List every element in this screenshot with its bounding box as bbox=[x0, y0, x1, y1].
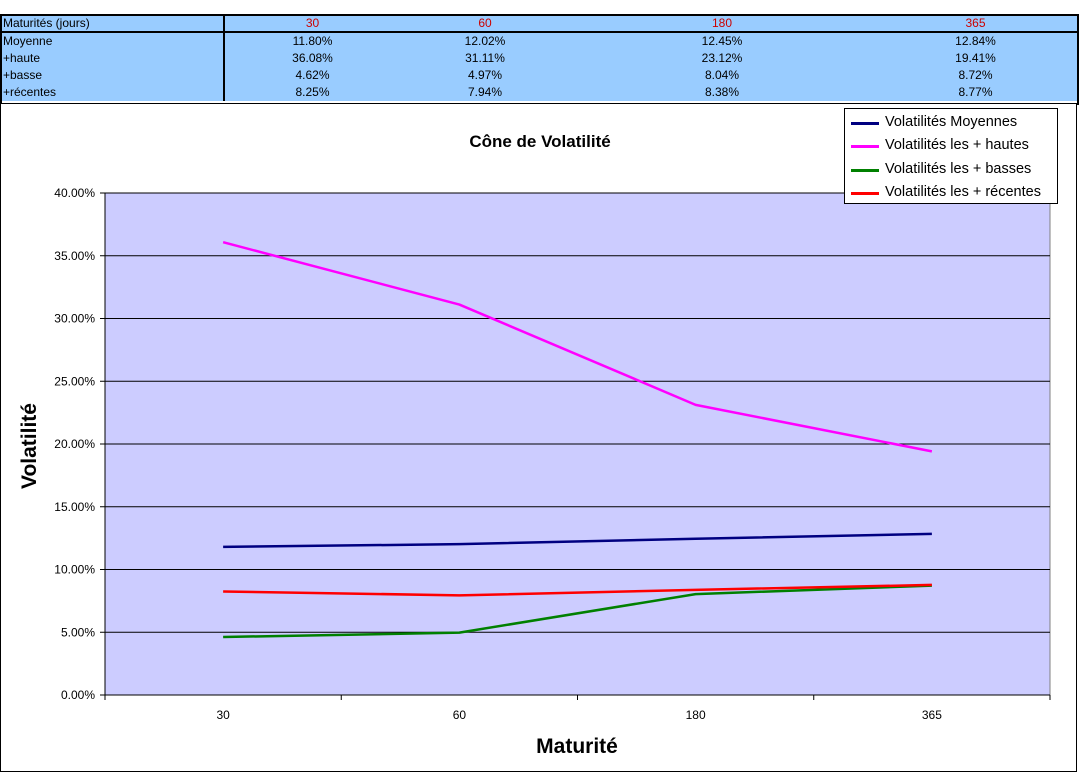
table-row-recentes: +récentes 8.25% 7.94% 8.38% 8.77% bbox=[0, 84, 1077, 101]
legend-label: Volatilités les + hautes bbox=[885, 137, 1029, 153]
table-cell[interactable]: 36.08% bbox=[224, 50, 400, 67]
y-tick-label: 25.00% bbox=[54, 374, 95, 388]
row-label[interactable]: +récentes bbox=[0, 84, 225, 101]
y-axis-title: Volatilité bbox=[18, 403, 41, 489]
legend-swatch bbox=[851, 169, 879, 172]
series-line-2[interactable] bbox=[223, 584, 932, 639]
axes: 0.00% 5.00% 10.00% 15.00% 20.00% 25.00% 30.00%… bbox=[54, 186, 1051, 722]
table-header-label[interactable]: Maturités (jours) bbox=[0, 15, 225, 33]
y-tick-label: 35.00% bbox=[54, 249, 95, 263]
table-row-moyenne: Moyenne 11.80% 12.02% 12.45% 12.84% bbox=[0, 32, 1077, 50]
table-cell[interactable]: 12.84% bbox=[874, 32, 1077, 50]
row-label[interactable]: Moyenne bbox=[0, 32, 225, 50]
x-axis-title: Maturité bbox=[536, 735, 618, 758]
y-tick-label: 15.00% bbox=[54, 500, 95, 514]
table-cell[interactable]: 8.04% bbox=[570, 67, 874, 84]
legend-item-hautes: Volatilités les + hautes bbox=[845, 135, 1057, 157]
series-lines bbox=[222, 240, 933, 639]
row-label[interactable]: +haute bbox=[0, 50, 225, 67]
row-label[interactable]: +basse bbox=[0, 67, 225, 84]
x-tick-label: 365 bbox=[922, 708, 942, 722]
volatility-table: Maturités (jours) 30 60 180 365 Moyenne … bbox=[0, 15, 1077, 101]
x-tick-label: 60 bbox=[453, 708, 467, 722]
series-line-3[interactable] bbox=[223, 583, 932, 597]
table-row-basse: +basse 4.62% 4.97% 8.04% 8.72% bbox=[0, 67, 1077, 84]
table-cell[interactable]: 8.72% bbox=[874, 67, 1077, 84]
table-cell[interactable]: 23.12% bbox=[570, 50, 874, 67]
table-cell[interactable]: 7.94% bbox=[400, 84, 570, 101]
legend-swatch bbox=[851, 122, 879, 125]
legend-item-basses: Volatilités les + basses bbox=[845, 159, 1057, 181]
legend-label: Volatilités les + récentes bbox=[885, 184, 1041, 200]
table-cell[interactable]: 8.38% bbox=[570, 84, 874, 101]
table-cell[interactable]: 11.80% bbox=[224, 32, 400, 50]
chart-legend[interactable]: Volatilités Moyennes Volatilités les + h… bbox=[844, 108, 1058, 204]
table-cell[interactable]: 4.62% bbox=[224, 67, 400, 84]
legend-label: Volatilités les + basses bbox=[885, 161, 1032, 177]
x-tick-label: 180 bbox=[686, 708, 706, 722]
table-row-haute: +haute 36.08% 31.11% 23.12% 19.41% bbox=[0, 50, 1077, 67]
chart-title: Cône de Volatilité bbox=[469, 132, 610, 151]
y-tick-label: 30.00% bbox=[54, 312, 95, 326]
table-cell[interactable]: 12.02% bbox=[400, 32, 570, 50]
legend-item-moyennes: Volatilités Moyennes bbox=[845, 112, 1057, 134]
maturity-header-60[interactable]: 60 bbox=[400, 15, 570, 33]
y-tick-label: 0.00% bbox=[61, 688, 95, 702]
series-line-0[interactable] bbox=[223, 532, 932, 549]
table-cell[interactable]: 31.11% bbox=[400, 50, 570, 67]
series-line-1[interactable] bbox=[222, 240, 933, 453]
maturity-header-180[interactable]: 180 bbox=[570, 15, 874, 33]
legend-swatch bbox=[851, 192, 879, 195]
y-tick-label: 5.00% bbox=[61, 625, 95, 639]
table-cell[interactable]: 4.97% bbox=[400, 67, 570, 84]
y-tick-label: 10.00% bbox=[54, 563, 95, 577]
table-cell[interactable]: 8.25% bbox=[224, 84, 400, 101]
table-header-row: Maturités (jours) 30 60 180 365 bbox=[0, 15, 1077, 33]
y-tick-label: 40.00% bbox=[54, 186, 95, 200]
legend-item-recentes: Volatilités les + récentes bbox=[845, 182, 1057, 204]
y-tick-label: 20.00% bbox=[54, 437, 95, 451]
table-cell[interactable]: 8.77% bbox=[874, 84, 1077, 101]
maturity-header-30[interactable]: 30 bbox=[224, 15, 400, 33]
legend-label: Volatilités Moyennes bbox=[885, 114, 1018, 130]
table-cell[interactable]: 19.41% bbox=[874, 50, 1077, 67]
legend-swatch bbox=[851, 145, 879, 148]
x-tick-label: 30 bbox=[216, 708, 230, 722]
table-cell[interactable]: 12.45% bbox=[570, 32, 874, 50]
maturity-header-365[interactable]: 365 bbox=[874, 15, 1077, 33]
